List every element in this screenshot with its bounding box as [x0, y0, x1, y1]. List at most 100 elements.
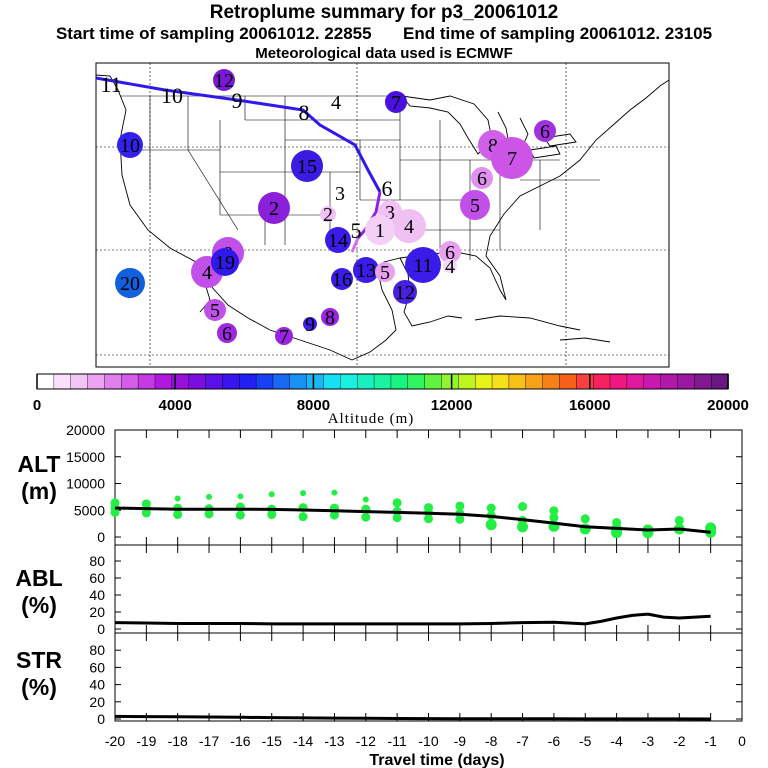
colorbar-cell	[255, 373, 274, 390]
colorbar-tick-label: 8000	[297, 397, 330, 414]
cluster-circle	[393, 280, 417, 304]
trajectory-day-label: 5	[351, 218, 362, 243]
cluster-marker: 10	[117, 132, 143, 158]
cluster-marker: 4	[443, 256, 457, 278]
cluster-circle	[365, 215, 395, 245]
cluster-label: 7	[391, 92, 401, 114]
colorbar-cell	[677, 373, 695, 390]
colorbar-cell	[407, 373, 426, 390]
y-tick-label: 20000	[66, 422, 105, 438]
x-tick-label: -19	[136, 733, 156, 749]
trajectory-day-label: 8	[299, 100, 310, 125]
cluster-marker: 8	[321, 307, 339, 329]
cluster-label: 5	[380, 262, 390, 284]
colorbar-cell	[154, 373, 173, 390]
cluster-label: 15	[297, 156, 317, 178]
colorbar-cell	[474, 373, 493, 390]
cluster-marker: 5	[460, 190, 490, 220]
colorbar-cell	[694, 373, 712, 390]
alt-mean-line	[114, 506, 711, 534]
x-tick-label: -15	[262, 733, 282, 749]
cluster-label: 9	[305, 314, 315, 336]
alt-point	[705, 526, 717, 538]
alt-point	[392, 498, 402, 508]
colorbar-cell	[390, 373, 409, 390]
alt-point	[206, 493, 213, 500]
x-tick-label: -2	[673, 733, 686, 749]
cluster-label: 14	[328, 230, 348, 252]
met-data-label: Meteorological data used is ECMWF	[255, 45, 513, 62]
cluster-label: 7	[507, 148, 517, 170]
colorbar-cell	[710, 373, 729, 390]
y-tick-label: 0	[97, 621, 105, 637]
cluster-circle	[217, 323, 237, 343]
trajectory-day-label: 6	[382, 176, 393, 201]
alt-point	[235, 510, 245, 520]
x-tick-label: -17	[199, 733, 219, 749]
cluster-marker: 19	[211, 248, 239, 276]
colorbar-cell	[121, 373, 139, 390]
cluster-marker: 11	[405, 247, 441, 283]
y-tick-label: 60	[89, 659, 105, 675]
cluster-label: 3	[385, 202, 395, 224]
panel-titles: ALT(m)ABL(%)STR(%)	[15, 451, 62, 700]
x-tick-label: -3	[642, 733, 655, 749]
colorbar-cell	[576, 373, 594, 390]
alt-point	[362, 496, 369, 503]
x-tick-label: -11	[388, 733, 407, 749]
colorbar-cell	[626, 373, 645, 390]
cluster-marker: 6	[439, 241, 461, 264]
cluster-label: 1	[375, 220, 385, 242]
cluster-marker: 6	[471, 167, 493, 190]
y-tick-label: 20	[89, 694, 105, 710]
x-tick-label: -7	[516, 733, 529, 749]
cluster-circle	[204, 299, 226, 321]
cluster-marker: 6	[534, 120, 556, 143]
y-tick-label: 80	[89, 642, 105, 658]
cluster-label: 7	[279, 326, 289, 348]
colorbar-cell	[171, 373, 190, 390]
end-value: 20061012. 23105	[579, 24, 713, 43]
colorbar-cell	[373, 373, 392, 390]
cluster-circle	[471, 167, 493, 189]
trajectory-day-labels: 11 10 9 8 65	[100, 72, 392, 243]
cluster-label: 3	[335, 183, 345, 205]
colorbar-cell	[53, 373, 72, 390]
cluster-marker: 7	[385, 91, 407, 114]
cluster-circle	[275, 327, 293, 345]
colorbar-cell	[491, 373, 510, 390]
cluster-label: 6	[477, 168, 487, 190]
colorbar-tick-label: 4000	[159, 397, 192, 414]
colorbar-cell	[205, 373, 224, 390]
cluster-marker: 15	[291, 150, 323, 182]
cluster-label: 2	[269, 198, 279, 220]
alt-point	[424, 514, 433, 524]
alt-point	[455, 514, 465, 524]
cluster-marker: 13	[353, 257, 379, 283]
panel-title-unit: (%)	[21, 592, 57, 618]
cluster-label: 6	[222, 323, 232, 345]
end-label: End time of sampling	[403, 24, 575, 43]
cluster-marker: 1	[365, 215, 395, 245]
cluster-circle	[439, 241, 461, 263]
cluster-marker: 5	[204, 299, 226, 322]
colorbar-cell	[239, 373, 257, 390]
alt-point	[174, 495, 181, 502]
alt-point	[331, 489, 338, 496]
cluster-label: 5	[470, 195, 480, 217]
cluster-label: 8	[325, 307, 335, 329]
cluster-markers: 1247101587665232341841920567981613511126…	[115, 69, 556, 348]
cluster-marker: 12	[213, 69, 235, 92]
y-tick-label: 5000	[74, 502, 105, 518]
cluster-marker: 7	[491, 137, 533, 179]
cluster-label: 4	[445, 256, 455, 278]
cluster-label: 10	[120, 135, 140, 157]
panel-title-unit: (m)	[21, 478, 57, 504]
panel-title: ABL	[15, 565, 62, 591]
y-tick-label: 0	[97, 529, 105, 545]
colorbar-cell	[137, 373, 156, 390]
colorbar-cell	[340, 373, 358, 390]
y-tick-label: 10000	[66, 476, 105, 492]
